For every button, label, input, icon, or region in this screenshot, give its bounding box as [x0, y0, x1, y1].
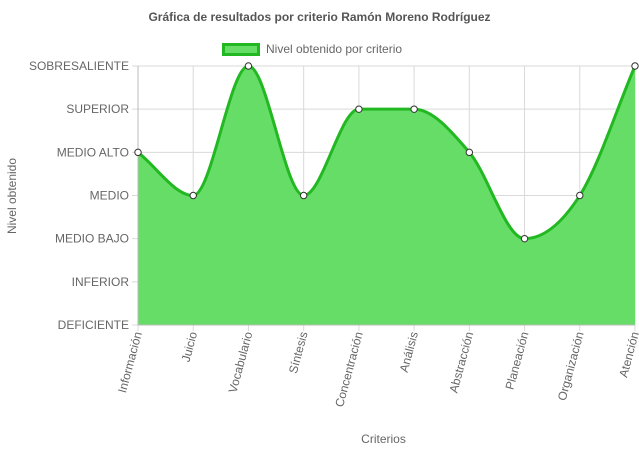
- x-axis-title: Criterios: [361, 432, 406, 446]
- series-line: [137, 64, 637, 241]
- y-tick-label: INFERIOR: [72, 275, 130, 289]
- data-point: [134, 148, 142, 157]
- y-tick-label: SOBRESALIENTE: [29, 59, 129, 73]
- x-tick-label: Síntesis: [286, 330, 311, 375]
- series-area: [138, 66, 635, 325]
- legend[interactable]: Nivel obtenido por criterio: [222, 42, 402, 56]
- data-point: [355, 105, 363, 113]
- x-tick-label: Análisis: [397, 330, 421, 374]
- x-tick-label: Planeación: [503, 330, 532, 391]
- data-point: [520, 234, 529, 243]
- legend-swatch: [222, 42, 260, 56]
- chart-title: Gráfica de resultados por criterio Ramón…: [148, 10, 491, 24]
- data-point: [465, 148, 474, 157]
- x-tick-label: Abstracción: [446, 330, 476, 394]
- y-tick-label: DEFICIENTE: [58, 318, 129, 332]
- y-tick-label: MEDIO BAJO: [55, 232, 129, 246]
- data-point: [410, 105, 418, 113]
- x-tick-label: Vocabulario: [226, 330, 256, 395]
- x-tick-label: Información: [115, 330, 145, 394]
- y-axis-title: Nivel obtenido: [5, 158, 19, 234]
- x-tick-label: Concentración: [332, 330, 366, 408]
- data-point: [576, 191, 584, 200]
- data-point: [244, 62, 253, 70]
- y-tick-label: MEDIO ALTO: [57, 145, 129, 159]
- x-tick-label: Atención: [616, 330, 639, 379]
- x-tick-label: Juicio: [179, 330, 201, 364]
- data-point: [189, 191, 197, 200]
- legend-label: Nivel obtenido por criterio: [266, 42, 403, 56]
- data-point: [631, 62, 639, 70]
- x-tick-label: Organización: [555, 330, 587, 402]
- y-tick-label: MEDIO: [90, 189, 129, 203]
- data-point: [299, 191, 308, 200]
- y-tick-label: SUPERIOR: [66, 102, 129, 116]
